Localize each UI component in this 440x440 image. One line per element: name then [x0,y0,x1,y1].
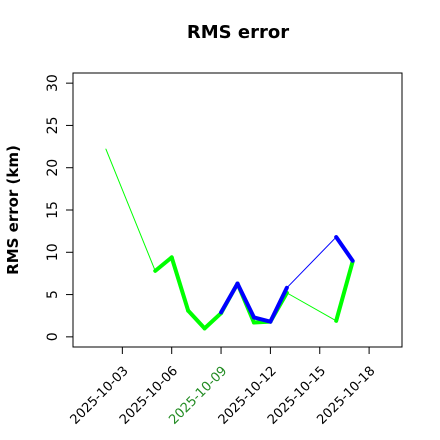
line-segment [286,292,337,322]
line-segment [334,235,355,263]
y-tick-label: 30 [45,74,61,92]
line-segment [251,315,273,324]
line-segment [153,255,174,273]
y-tick-label: 5 [45,290,61,299]
line-segment [169,255,191,313]
line-segment [268,285,289,324]
line-segment [105,148,156,272]
line-segment [334,259,355,323]
y-tick-label: 25 [45,117,61,135]
line-segment [186,308,207,331]
plot-frame [72,72,403,348]
y-tick-label: 20 [45,159,61,177]
line-segment [235,281,256,320]
y-tick-label: 10 [45,243,61,261]
y-tick-label: 15 [45,201,61,219]
line-segment [286,236,337,289]
chart-title: RMS error [187,22,289,43]
y-axis-label: RMS error (km) [4,145,22,275]
y-tick-label: 0 [45,332,61,341]
line-segment [219,281,240,315]
line-segment [202,311,224,331]
